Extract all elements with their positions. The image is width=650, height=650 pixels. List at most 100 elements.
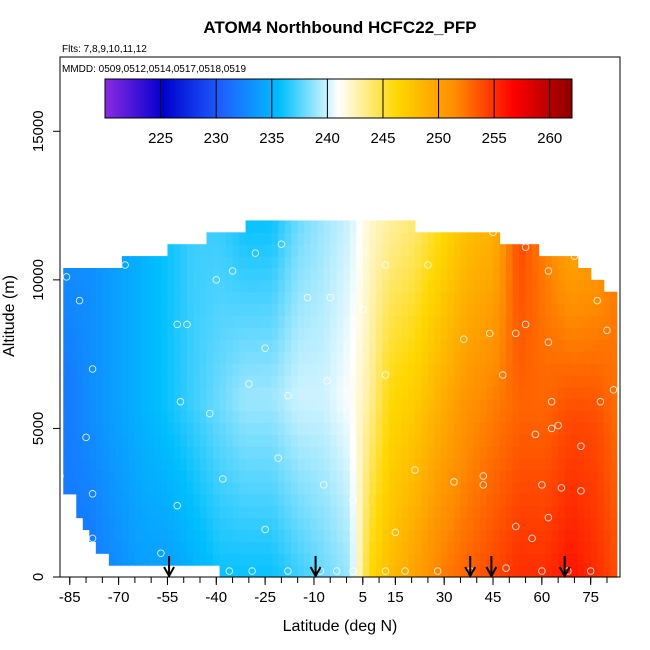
- field-cell: [219, 351, 227, 364]
- field-cell: [297, 541, 305, 554]
- field-cell: [297, 232, 305, 245]
- field-cell: [401, 517, 409, 531]
- field-cell: [584, 481, 592, 495]
- field-cell: [167, 470, 175, 483]
- field-cell: [265, 351, 273, 364]
- field-cell: [193, 470, 201, 483]
- field-cell: [512, 363, 520, 376]
- field-cell: [395, 279, 403, 293]
- field-cell: [95, 374, 103, 388]
- field-cell: [134, 529, 142, 542]
- field-cell: [317, 363, 325, 376]
- field-cell: [590, 410, 598, 424]
- field-cell: [278, 398, 286, 412]
- field-cell: [545, 565, 553, 578]
- field-cell: [375, 386, 383, 400]
- field-cell: [89, 529, 97, 542]
- field-cell: [506, 256, 514, 269]
- field-cell: [304, 220, 312, 233]
- field-cell: [63, 351, 71, 364]
- field-cell: [213, 493, 221, 507]
- field-cell: [466, 267, 475, 281]
- field-cell: [239, 398, 247, 412]
- field-cell: [232, 244, 240, 257]
- field-cell: [486, 291, 494, 305]
- field-cell: [499, 374, 507, 388]
- field-cell: [128, 374, 136, 388]
- field-cell: [512, 386, 520, 400]
- field-cell: [434, 327, 442, 340]
- field-cell: [297, 553, 305, 566]
- field-cell: [323, 434, 331, 447]
- field-cell: [226, 279, 234, 293]
- field-cell: [63, 315, 71, 328]
- field-cell: [200, 279, 208, 293]
- field-cell: [284, 339, 292, 352]
- field-cell: [434, 291, 442, 305]
- field-cell: [115, 374, 123, 388]
- field-cell: [147, 386, 156, 400]
- field-cell: [173, 315, 182, 328]
- field-cell: [271, 315, 279, 328]
- field-cell: [545, 256, 553, 269]
- field-cell: [369, 244, 377, 257]
- field-cell: [167, 315, 175, 328]
- field-cell: [493, 398, 501, 412]
- field-cell: [499, 398, 507, 412]
- field-cell: [278, 220, 286, 233]
- field-cell: [453, 565, 462, 578]
- field-cell: [440, 386, 449, 400]
- field-cell: [453, 363, 462, 376]
- field-cell: [499, 244, 507, 257]
- field-cell: [102, 267, 110, 281]
- field-cell: [297, 398, 305, 412]
- field-cell: [239, 434, 247, 447]
- field-cell: [427, 339, 436, 352]
- sample-circle: [62, 273, 71, 281]
- field-cell: [134, 398, 142, 412]
- field-cell: [213, 279, 221, 293]
- field-cell: [219, 493, 227, 507]
- field-cell: [160, 553, 169, 566]
- field-cell: [577, 565, 585, 578]
- field-cell: [108, 398, 116, 412]
- field-cell: [493, 256, 501, 269]
- field-cell: [369, 339, 377, 352]
- field-cell: [186, 529, 195, 542]
- field-cell: [121, 386, 129, 400]
- field-cell: [291, 517, 299, 531]
- field-cell: [414, 327, 422, 340]
- field-cell: [160, 327, 169, 340]
- field-cell: [538, 256, 546, 269]
- field-cell: [180, 505, 188, 519]
- field-cell: [558, 374, 566, 388]
- field-cell: [232, 398, 240, 412]
- field-cell: [584, 529, 592, 542]
- field-cell: [173, 434, 182, 447]
- field-cell: [512, 398, 520, 412]
- field-cell: [193, 327, 201, 340]
- field-cell: [291, 434, 299, 447]
- field-cell: [369, 481, 377, 495]
- field-cell: [310, 291, 318, 305]
- field-cell: [493, 303, 501, 317]
- field-cell: [388, 220, 396, 233]
- field-cell: [538, 267, 546, 281]
- field-cell: [323, 374, 331, 388]
- field-cell: [271, 553, 279, 566]
- field-cell: [219, 541, 227, 554]
- field-cell: [128, 541, 136, 554]
- field-cell: [108, 481, 116, 495]
- field-cell: [258, 410, 266, 424]
- sample-circle: [284, 567, 292, 575]
- field-cell: [102, 291, 110, 305]
- field-cell: [160, 386, 169, 400]
- field-cell: [460, 505, 468, 519]
- field-cell: [434, 493, 442, 507]
- field-cell: [343, 422, 351, 435]
- field-cell: [532, 267, 540, 281]
- field-cell: [258, 505, 266, 519]
- field-cell: [486, 505, 494, 519]
- field-cell: [610, 470, 618, 483]
- field-cell: [252, 458, 260, 471]
